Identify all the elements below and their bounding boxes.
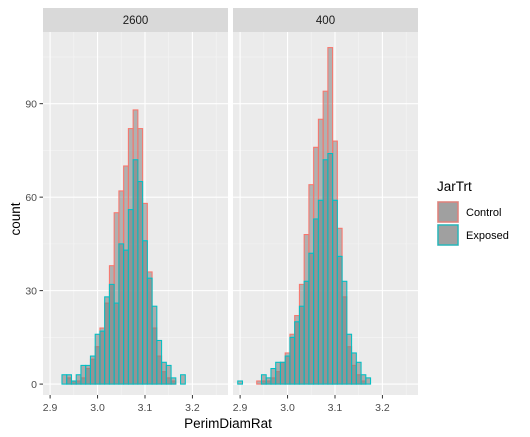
y-tick-label: 90 [25,98,37,110]
bar-exposed [180,374,186,385]
x-tick-label: 3.2 [185,402,200,414]
bar-exposed [156,339,163,385]
facet-panels: 2600 400 [43,8,418,395]
facet-panel-2600: 2600 [43,8,228,395]
bar-exposed [146,277,153,385]
bar-exposed [85,364,91,385]
bar-exposed [289,336,296,385]
bar-exposed [75,374,82,385]
bar-exposed [161,361,167,385]
legend-swatch-exposed [437,224,459,246]
bar-exposed [360,374,367,385]
legend: JarTrt Control Exposed [437,179,509,246]
legend-swatch-control [437,201,459,223]
legend-title: JarTrt [437,179,472,194]
bar-exposed [308,252,315,385]
y-tick-label: 30 [25,285,37,297]
series-exposed-400 [237,152,372,385]
facet-strip-label: 400 [316,15,335,27]
bar-exposed [127,209,134,385]
x-tick-label: 3.0 [90,402,105,414]
bar-exposed [89,355,96,385]
facet-panel-400: 400 [233,8,418,395]
bar-exposed [108,283,115,385]
x-tick-label: 2.9 [233,402,248,414]
facet-strip-label: 2600 [123,15,149,27]
bar-exposed [265,377,272,385]
series-exposed-2600 [61,159,186,385]
bar-exposed [279,361,286,385]
bar-exposed [336,255,343,385]
legend-label-control: Control [466,207,501,219]
bar-exposed [365,377,372,385]
bar-exposed [313,218,319,385]
bar-exposed [332,199,338,385]
y-tick-label: 60 [25,192,37,204]
bar-exposed [284,355,291,385]
x-tick-label: 3.1 [328,402,343,414]
bar-exposed [298,305,305,385]
bar-exposed [123,249,129,385]
x-tick-label: 3.1 [138,402,153,414]
bar-exposed [94,333,101,385]
bar-exposed [346,333,353,385]
bar-exposed [303,280,310,385]
x-axis-title: PerimDiamRat [184,416,272,431]
x-axis: 2.9 3.0 3.1 3.2 2.9 3.0 3.1 3.2 [43,395,390,414]
bar-exposed [66,374,72,385]
bar-exposed [137,181,144,385]
bar-exposed [165,364,172,385]
bar-exposed [351,352,357,385]
bar-exposed [170,377,177,385]
bar-exposed [341,280,348,385]
y-axis-title: count [8,202,23,235]
x-tick-label: 2.9 [43,402,58,414]
bar-exposed [118,243,125,385]
x-tick-label: 3.2 [375,402,390,414]
bar-exposed [317,199,324,385]
bar-exposed [151,305,158,385]
bar-exposed [99,330,106,385]
facet-strip [43,8,228,32]
bar-exposed [294,321,300,385]
bar-exposed [113,302,120,385]
bar-exposed [275,361,281,385]
bar-exposed [70,380,77,385]
bar-exposed [260,374,267,385]
bar-exposed [80,364,87,385]
legend-label-exposed: Exposed [466,230,509,242]
bar-exposed [142,240,148,385]
bar-exposed [327,152,334,385]
bar-exposed [104,296,110,385]
bar-exposed [132,159,139,385]
y-tick-label: 0 [31,379,37,391]
bar-exposed [237,380,244,385]
bar-exposed [270,367,277,385]
facet-strip [233,8,418,32]
bar-control [256,380,262,385]
y-axis: 0 30 60 90 [25,98,43,391]
bar-exposed [355,361,362,385]
x-tick-label: 3.0 [280,402,295,414]
bar-exposed [322,159,329,385]
bar-exposed [61,374,68,385]
